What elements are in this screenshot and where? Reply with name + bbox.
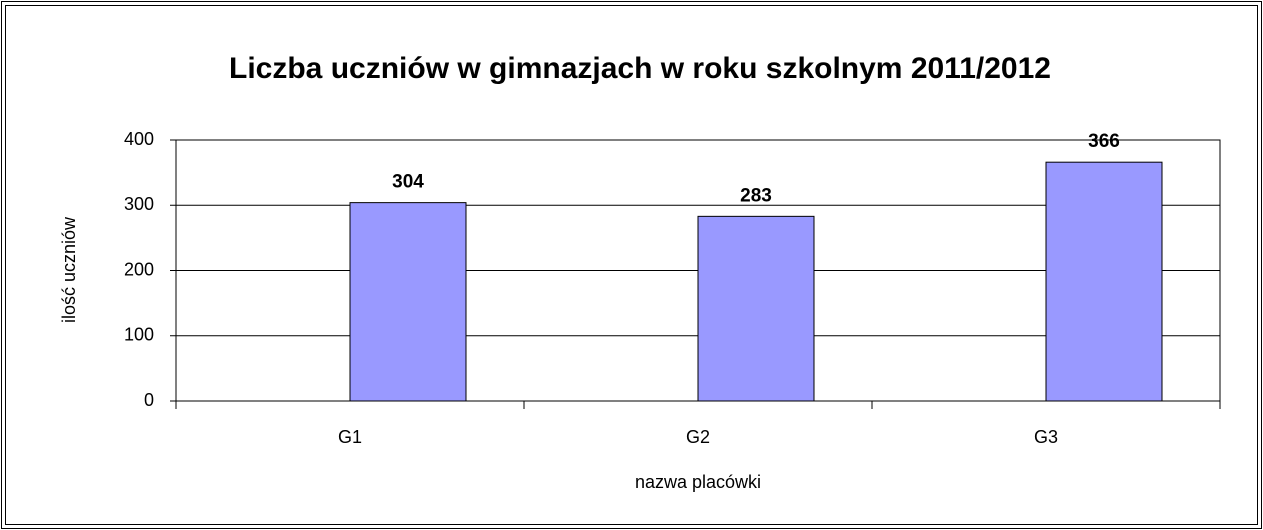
chart-title: Liczba uczniów w gimnazjach w roku szkol… (229, 52, 1051, 85)
y-tick-label: 300 (124, 194, 154, 214)
x-tick-label: G3 (1034, 427, 1058, 447)
bar (1045, 161, 1163, 402)
data-label: 304 (392, 172, 424, 193)
bar (349, 202, 467, 402)
y-tick-label: 100 (124, 325, 154, 345)
y-tick-label: 0 (144, 390, 154, 410)
x-tick-label: G2 (686, 427, 710, 447)
data-label: 283 (740, 185, 772, 206)
y-tick-label: 200 (124, 259, 154, 279)
data-label: 366 (1088, 131, 1120, 152)
inner-frame (5, 5, 1258, 525)
x-axis-label: nazwa placówki (635, 472, 761, 492)
y-axis-label: ilość uczniów (59, 216, 79, 323)
x-tick-label: G1 (338, 427, 362, 447)
y-tick-label: 400 (124, 129, 154, 149)
bar (697, 215, 815, 402)
